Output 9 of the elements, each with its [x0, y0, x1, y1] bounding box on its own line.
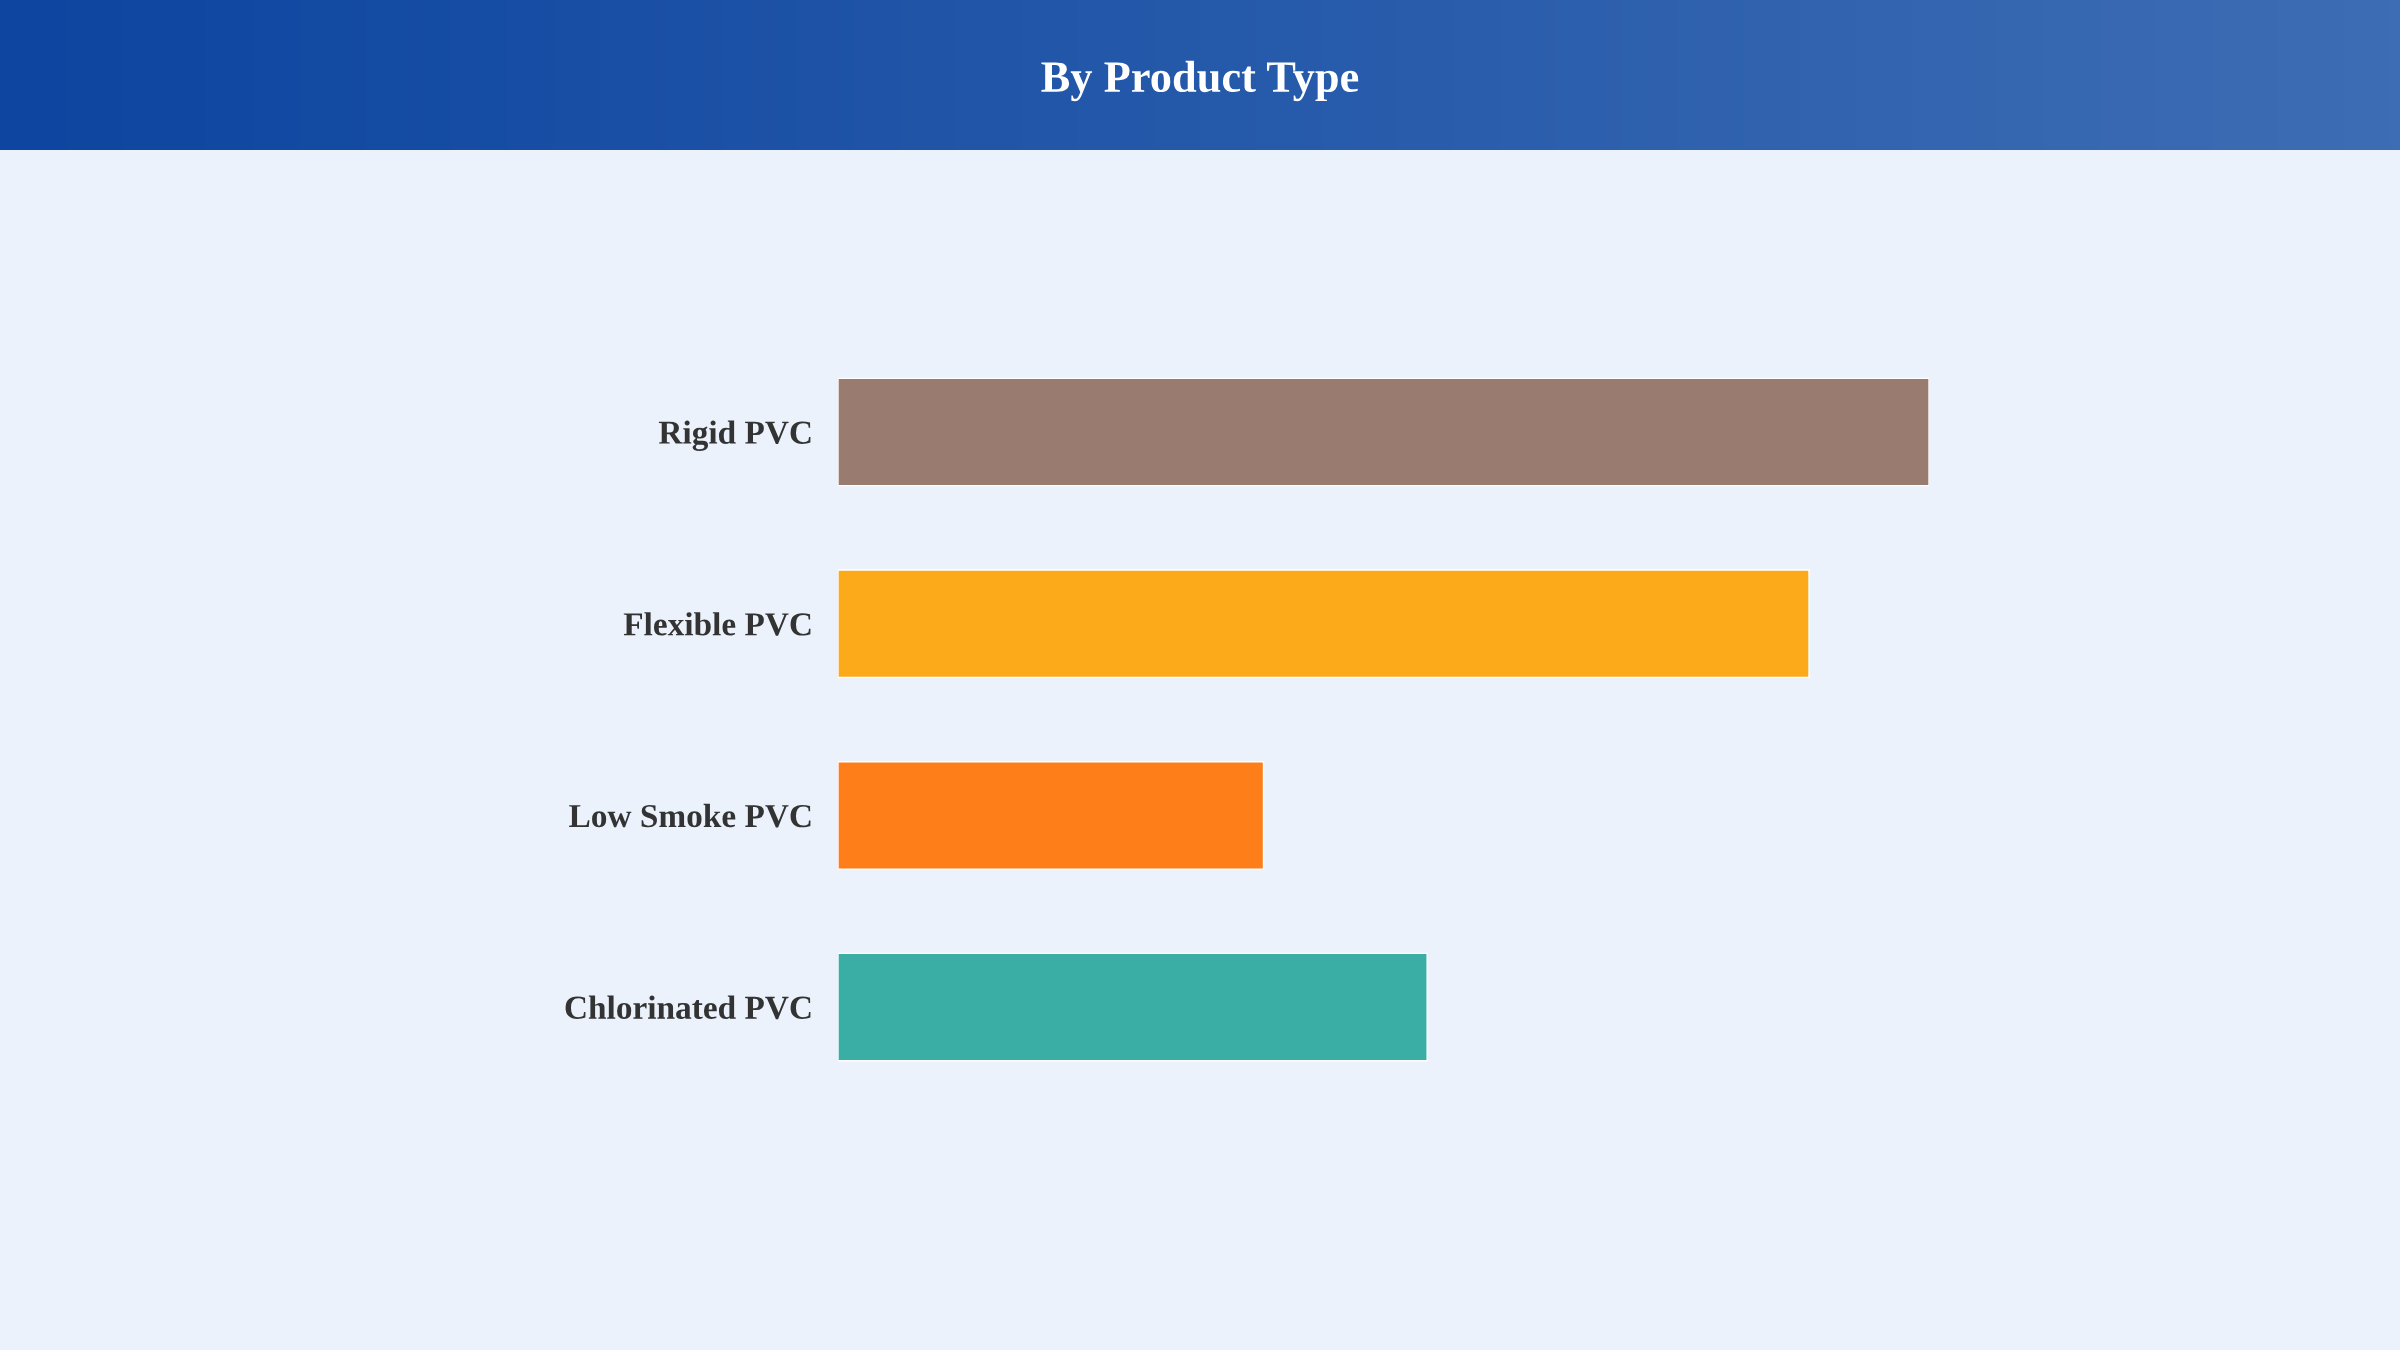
chart-title: By Product Type — [1041, 60, 1359, 102]
y-tick-label: Flexible PVC — [623, 612, 811, 636]
y-tick-label: Rigid PVC — [658, 420, 811, 451]
y-tick-label: Low Smoke PVC — [569, 803, 811, 828]
bar — [838, 952, 1428, 1062]
bar — [838, 377, 1929, 487]
y-tick-label: Chlorinated PVC — [565, 995, 811, 1020]
bar — [838, 569, 1810, 679]
bar — [838, 761, 1265, 870]
